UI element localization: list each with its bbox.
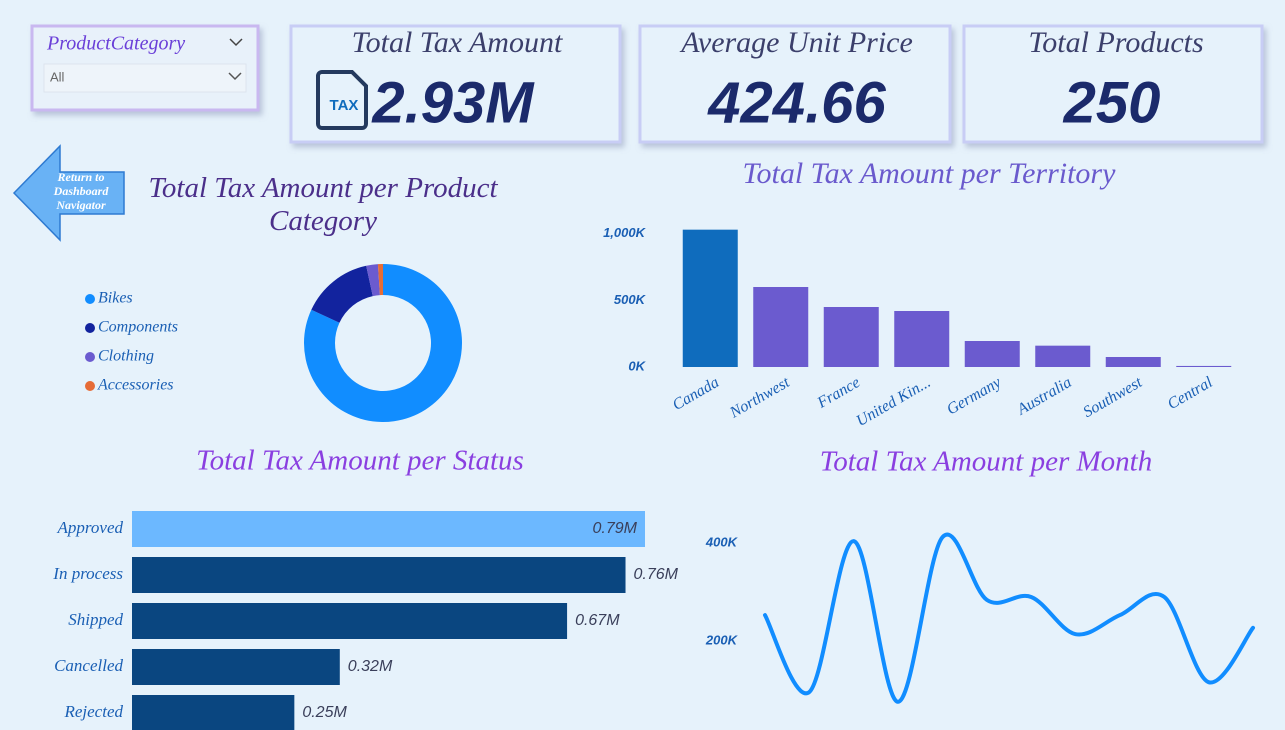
data-label: 0.32M [348, 658, 393, 675]
y-tick-label: In process [52, 564, 123, 583]
bar [823, 307, 879, 367]
card-title: Total Tax Amount [352, 26, 563, 59]
tax-icon [316, 70, 368, 130]
chart-title: Total Tax Amount per Status [196, 445, 524, 477]
donut-slice [311, 265, 373, 323]
data-label: 0.25M [302, 704, 347, 721]
bar [132, 695, 295, 730]
dropdown-value: All [50, 69, 65, 84]
bar [964, 341, 1020, 367]
line [763, 532, 1255, 704]
bar [1105, 357, 1161, 367]
x-tick-label: Canada [670, 374, 722, 414]
y-tick-label: Rejected [63, 702, 123, 721]
legend-swatch [85, 323, 95, 333]
y-tick-label: 200K [705, 632, 739, 647]
legend-swatch [85, 294, 95, 304]
legend-swatch [85, 352, 95, 362]
bar [1176, 365, 1232, 367]
x-tick-label: United Kin... [853, 374, 933, 430]
legend-swatch [85, 381, 95, 391]
y-tick-label: Shipped [68, 610, 123, 629]
y-tick-label: Approved [57, 518, 124, 537]
bar [682, 229, 738, 367]
slicer-label: ProductCategory [46, 33, 185, 55]
x-tick-label: Northwest [726, 374, 793, 422]
bar [132, 511, 645, 547]
card [962, 24, 1264, 144]
bar [132, 603, 568, 639]
card [638, 24, 952, 144]
bar [753, 287, 809, 367]
y-tick-label: Cancelled [54, 656, 123, 675]
legend-label: Components [98, 319, 178, 336]
legend-label: Bikes [98, 290, 133, 307]
x-tick-label: Central [1165, 374, 1216, 413]
tax-icon-label: TAX [330, 97, 359, 114]
y-tick-label: 400K [705, 535, 739, 550]
y-tick-label: 1,000K [603, 225, 647, 240]
donut-slice [377, 264, 383, 296]
card-title: Total Products [1028, 26, 1203, 59]
nav-label: Dashboard [53, 184, 110, 198]
data-label: 0.76M [634, 566, 679, 583]
card-value: 250 [1063, 70, 1161, 135]
card-title: Average Unit Price [679, 26, 913, 59]
x-tick-label: Germany [944, 373, 1005, 418]
x-tick-label: Australia [1014, 374, 1075, 419]
bar [132, 557, 626, 593]
chart-title: Total Tax Amount per Month [820, 446, 1152, 478]
dropdown[interactable] [43, 63, 247, 93]
nav-button[interactable] [12, 144, 125, 242]
donut-slice [366, 264, 380, 297]
chevron[interactable] [229, 38, 243, 47]
chart-title: Total Tax Amount per Product Category [148, 172, 498, 237]
data-label: 0.79M [593, 520, 638, 537]
nav-label: Return to [56, 170, 104, 184]
card-value: 2.93M [371, 70, 535, 135]
bar [1035, 345, 1091, 367]
x-tick-label: France [814, 374, 863, 412]
y-tick-label: 0K [628, 358, 646, 373]
card-value: 424.66 [707, 70, 886, 135]
x-tick-label: Southwest [1080, 374, 1145, 421]
y-tick-label: 500K [614, 292, 647, 307]
data-label: 0.67M [575, 612, 620, 629]
donut-slice [304, 264, 463, 423]
chevron[interactable] [228, 72, 242, 81]
legend-label: Accessories [97, 377, 174, 394]
chart-title: Total Tax Amount per Territory [743, 157, 1117, 190]
nav-label: Navigator [55, 198, 106, 212]
legend-label: Clothing [98, 348, 154, 365]
bar [132, 649, 340, 685]
bar [894, 311, 950, 367]
